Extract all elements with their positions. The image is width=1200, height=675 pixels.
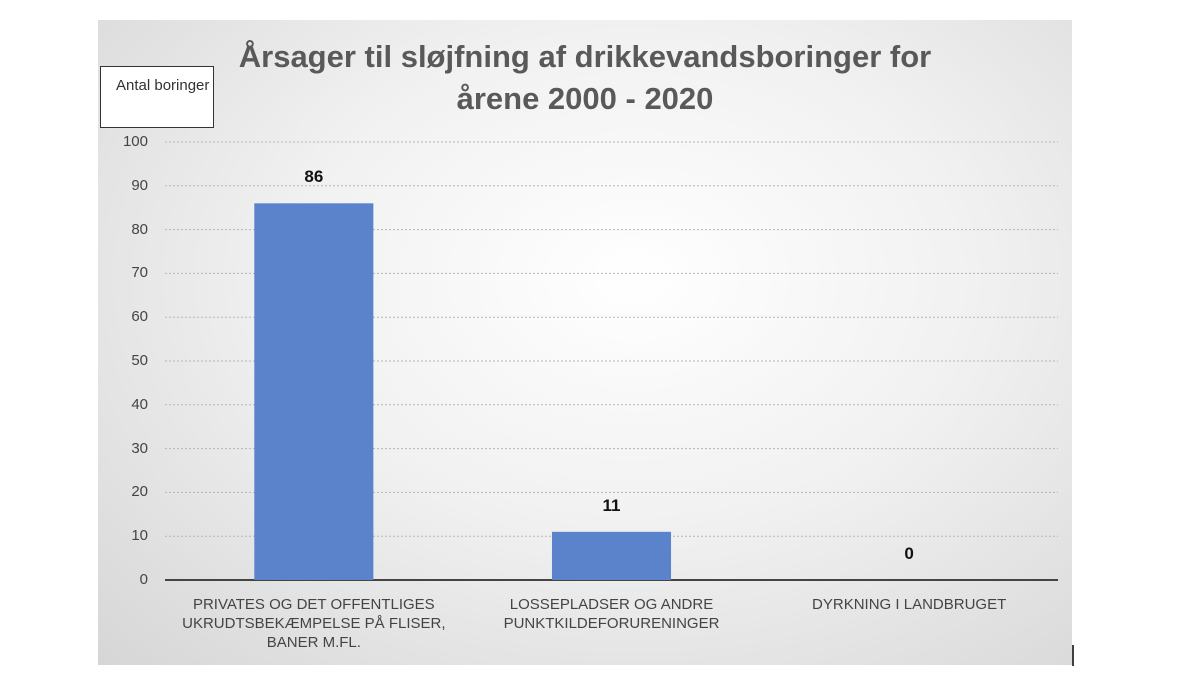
y-tick-label: 100 — [122, 133, 148, 150]
data-label: 0 — [904, 544, 914, 563]
y-tick-label: 70 — [131, 264, 148, 282]
y-axis-label: Antal boringer — [100, 66, 214, 128]
y-tick-label: 20 — [131, 483, 148, 501]
y-tick-label: 90 — [131, 176, 148, 194]
data-label: 86 — [304, 167, 324, 187]
bar — [254, 203, 374, 580]
x-tick-label: DYRKNING I LANDBRUGET — [812, 596, 1007, 613]
y-tick-label: 50 — [131, 352, 148, 369]
x-tick-label: LOSSEPLADSER OG ANDRE PUNKTKILDEFORURENI… — [503, 596, 720, 632]
chart-title: Årsager til sløjfning af drikkevandsbori… — [238, 39, 932, 116]
y-tick-label: 10 — [131, 527, 148, 545]
y-tick-label: 40 — [131, 395, 148, 413]
x-tick-label: PRIVATES OG DET OFFENTLIGES UKRUDTSBEKÆM… — [182, 596, 446, 651]
y-tick-label: 60 — [131, 308, 148, 326]
y-tick-label: 80 — [131, 220, 148, 238]
y-tick-label: 0 — [139, 571, 148, 588]
bar — [551, 531, 672, 580]
y-tick-label: 30 — [131, 439, 148, 457]
data-label: 11 — [602, 495, 621, 515]
